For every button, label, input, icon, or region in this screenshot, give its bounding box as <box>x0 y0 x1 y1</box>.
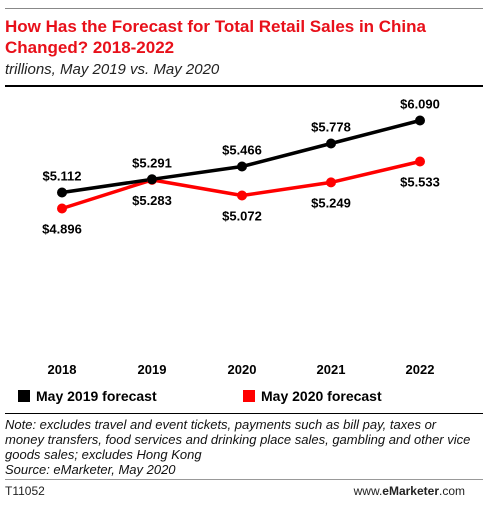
data-point-2020-2020 <box>237 190 247 201</box>
data-point-2019-2019 <box>147 174 157 185</box>
top-rule <box>5 8 483 9</box>
data-label-2019-2019: $5.291 <box>132 155 172 170</box>
note-text: Note: excludes travel and event tickets,… <box>5 417 471 462</box>
data-label-2020-2020: $5.072 <box>222 208 262 223</box>
legend-swatch-2020 <box>243 390 255 402</box>
data-label-2020-2019: $5.283 <box>132 193 172 208</box>
header-divider <box>5 85 483 87</box>
x-tick-label-2018: 2018 <box>48 362 77 377</box>
x-tick-label-2019: 2019 <box>138 362 167 377</box>
data-label-2020-2018: $4.896 <box>42 221 82 236</box>
chart-id: T11052 <box>5 484 45 498</box>
source-text: Source: eMarketer, May 2020 <box>5 462 176 477</box>
data-point-2020-2021 <box>326 177 336 188</box>
data-point-2020-2022 <box>415 156 425 167</box>
chart-subtitle: trillions, May 2019 vs. May 2020 <box>5 61 220 78</box>
data-point-2019-2021 <box>326 138 336 149</box>
data-point-2019-2018 <box>57 187 67 198</box>
data-label-2019-2021: $5.778 <box>311 119 351 134</box>
data-label-2019-2020: $5.466 <box>222 142 262 157</box>
legend-item-2020: May 2020 forecast <box>243 388 382 404</box>
footnote: Note: excludes travel and event tickets,… <box>5 417 475 477</box>
data-point-2019-2020 <box>237 161 247 172</box>
x-tick-label-2022: 2022 <box>406 362 435 377</box>
site-suffix: .com <box>438 484 465 498</box>
data-label-2019-2018: $5.112 <box>42 169 81 184</box>
data-label-2019-2022: $6.090 <box>400 96 440 111</box>
chart-title: How Has the Forecast for Total Retail Sa… <box>5 17 426 57</box>
data-label-2020-2022: $5.533 <box>400 175 440 190</box>
site-brand: eMarketer <box>382 484 439 498</box>
data-point-2020-2018 <box>57 203 67 214</box>
x-tick-label-2020: 2020 <box>228 362 257 377</box>
legend-item-2019: May 2019 forecast <box>18 388 157 404</box>
legend-swatch-2019 <box>18 390 30 402</box>
legend-label-2020: May 2020 forecast <box>261 388 382 404</box>
site-prefix: www. <box>353 484 383 498</box>
footer-divider <box>5 479 483 480</box>
x-tick-label-2021: 2021 <box>317 362 346 377</box>
site-credit: www.eMarketer.com <box>354 484 465 498</box>
legend-divider <box>5 413 483 414</box>
data-point-2019-2022 <box>415 115 425 126</box>
data-label-2020-2021: $5.249 <box>311 195 351 210</box>
legend-label-2019: May 2019 forecast <box>36 388 157 404</box>
